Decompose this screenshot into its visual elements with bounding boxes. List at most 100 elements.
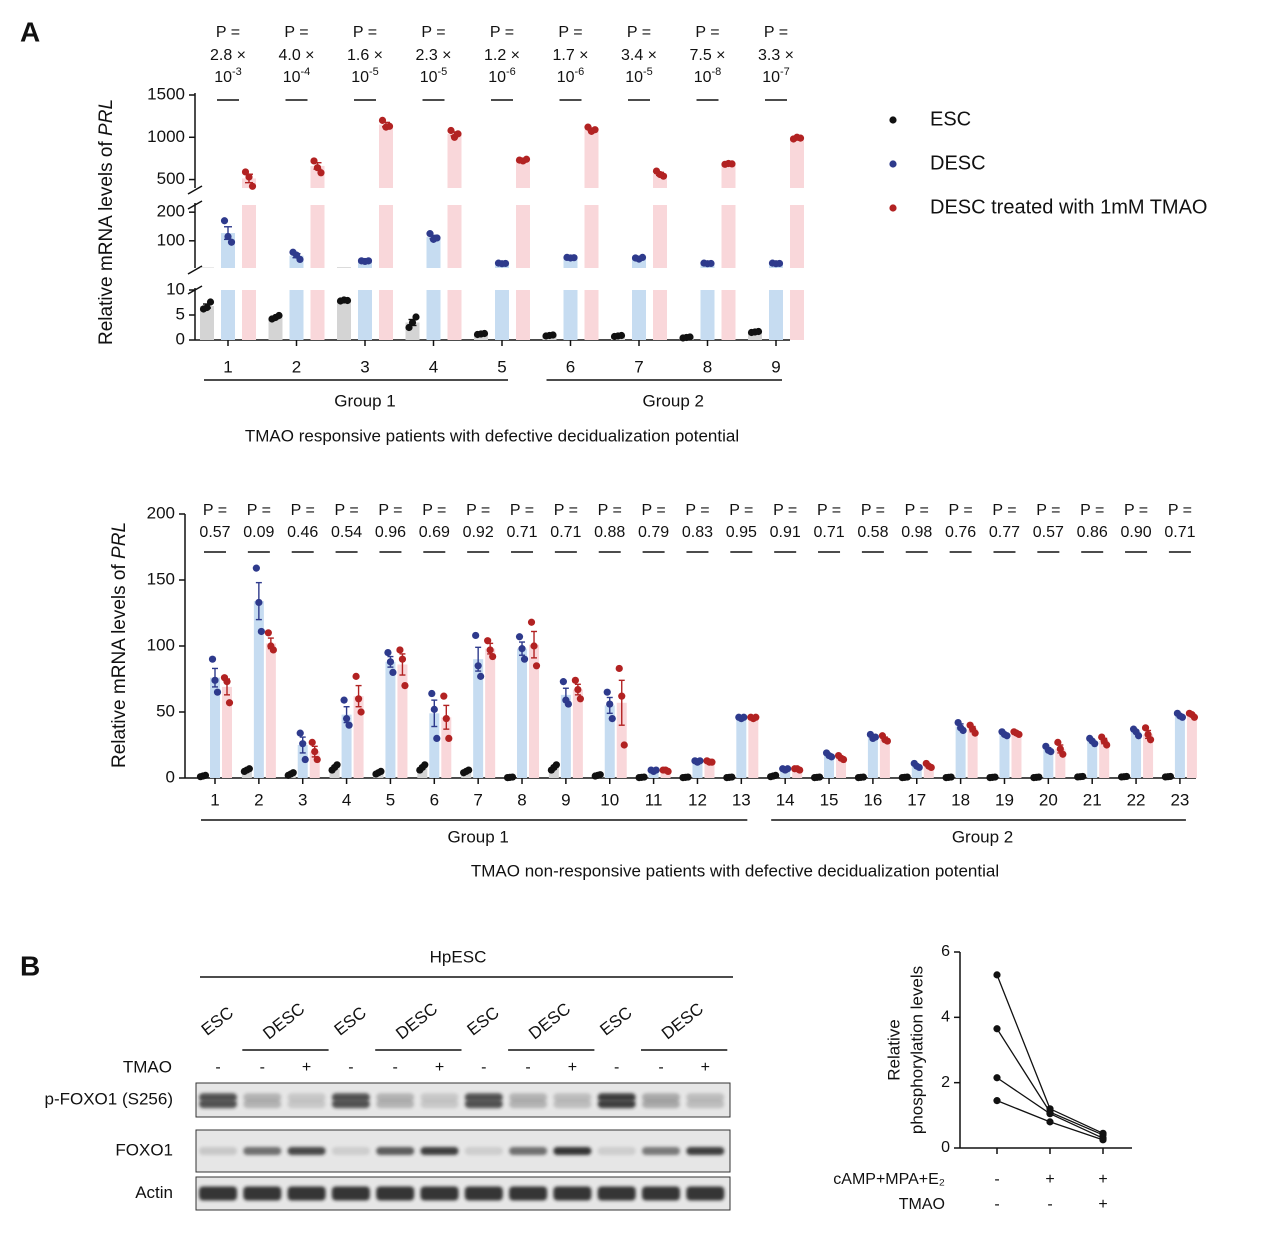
data-point [576, 695, 584, 703]
bar [341, 714, 352, 778]
data-point [269, 646, 277, 654]
p-exponent: -5 [438, 66, 448, 78]
data-point [296, 729, 304, 737]
p-exponent: -3 [232, 66, 242, 78]
bar [967, 729, 978, 778]
data-point [447, 126, 455, 135]
bar [560, 694, 571, 778]
data-point [784, 765, 792, 773]
p-label: P = [378, 502, 402, 519]
data-point [728, 160, 736, 168]
p-value: 0.86 [1077, 524, 1108, 541]
data-point [308, 738, 316, 746]
bar [329, 767, 340, 778]
treatment-sign: - [260, 1059, 265, 1076]
p-label: P = [203, 502, 227, 519]
axis-break [187, 265, 203, 275]
x-tick-label: 9 [561, 790, 570, 809]
bar [1131, 731, 1142, 778]
p-exponent: -5 [643, 66, 653, 78]
blot-band [464, 1186, 503, 1201]
bar [867, 737, 878, 778]
bar [309, 751, 320, 778]
data-point [993, 1025, 1001, 1033]
p-value: 0.79 [638, 524, 669, 541]
p-label: P = [466, 502, 490, 519]
p-label: P = [729, 502, 753, 519]
p-label: P = [510, 502, 534, 519]
data-point [378, 116, 387, 124]
data-point [275, 311, 283, 320]
bar [1087, 741, 1098, 778]
bar [748, 332, 762, 340]
p-value: 0.95 [726, 524, 757, 541]
x-tick-label: 18 [951, 790, 970, 809]
p-label: P = [1124, 502, 1148, 519]
y-tick-label: 4 [941, 1009, 950, 1026]
p-value: 0.54 [331, 524, 362, 541]
blot-band [331, 1147, 370, 1155]
x-tick-label: 6 [430, 790, 439, 809]
bar [653, 290, 667, 340]
data-point [754, 327, 763, 336]
blot-band [287, 1093, 326, 1102]
x-tick-label: 16 [863, 790, 882, 809]
p-exponent: -7 [780, 66, 790, 78]
data-point [591, 126, 599, 134]
data-point [522, 155, 531, 163]
data-point [501, 259, 510, 268]
data-point [640, 773, 648, 781]
bar [1174, 715, 1185, 778]
data-point [1146, 736, 1155, 744]
data-point [1046, 1110, 1054, 1118]
data-point [255, 598, 263, 607]
bar [790, 138, 804, 188]
bar [584, 290, 599, 340]
data-point [401, 682, 409, 690]
y-tick-label: 100 [147, 635, 175, 654]
data-point [1059, 750, 1067, 758]
p-power: 10-4 [283, 66, 311, 86]
p-value: 0.91 [770, 524, 801, 541]
bar [1043, 748, 1054, 778]
error-bar [618, 679, 625, 726]
data-point [570, 254, 578, 262]
blot-band [287, 1186, 326, 1201]
blot-membrane [195, 1176, 731, 1211]
p-coefficient: 1.6 × [347, 47, 383, 64]
data-point [257, 627, 265, 636]
x-tick-label: 12 [688, 790, 707, 809]
data-point [474, 662, 482, 670]
lane-label: ESC [596, 1003, 635, 1040]
bar [379, 205, 393, 268]
y-tick-label: 2 [941, 1074, 950, 1091]
x-axis-label: TMAO responsive patients with defective … [245, 426, 739, 445]
data-point [213, 688, 222, 696]
data-point [606, 700, 614, 708]
data-point [317, 169, 325, 177]
data-point [728, 773, 736, 781]
error-bar [431, 699, 438, 728]
bar [548, 767, 559, 778]
p-base: 10 [762, 69, 780, 86]
p-label: P = [817, 502, 841, 519]
data-point [252, 564, 260, 572]
blot-band [509, 1100, 548, 1109]
bar [441, 717, 452, 778]
p-value: 0.46 [287, 524, 318, 541]
bar [200, 267, 214, 268]
blot-band [243, 1147, 282, 1155]
x-axis-label: TMAO non-responsive patients with defect… [471, 861, 999, 880]
x-tick-label: 8 [703, 357, 712, 376]
x-tick-label: 7 [634, 357, 643, 376]
condition-label: TMAO [899, 1196, 945, 1213]
data-point [489, 652, 497, 661]
data-point [515, 633, 524, 641]
blot-band [420, 1186, 459, 1201]
p-base: 10 [351, 69, 369, 86]
blot-row-label: FOXO1 [115, 1140, 173, 1159]
data-point [454, 130, 462, 138]
y-axis-label: Relative mRNA levels of PRL [109, 522, 130, 768]
blot-band [686, 1100, 725, 1109]
x-tick-label: 14 [776, 790, 795, 809]
